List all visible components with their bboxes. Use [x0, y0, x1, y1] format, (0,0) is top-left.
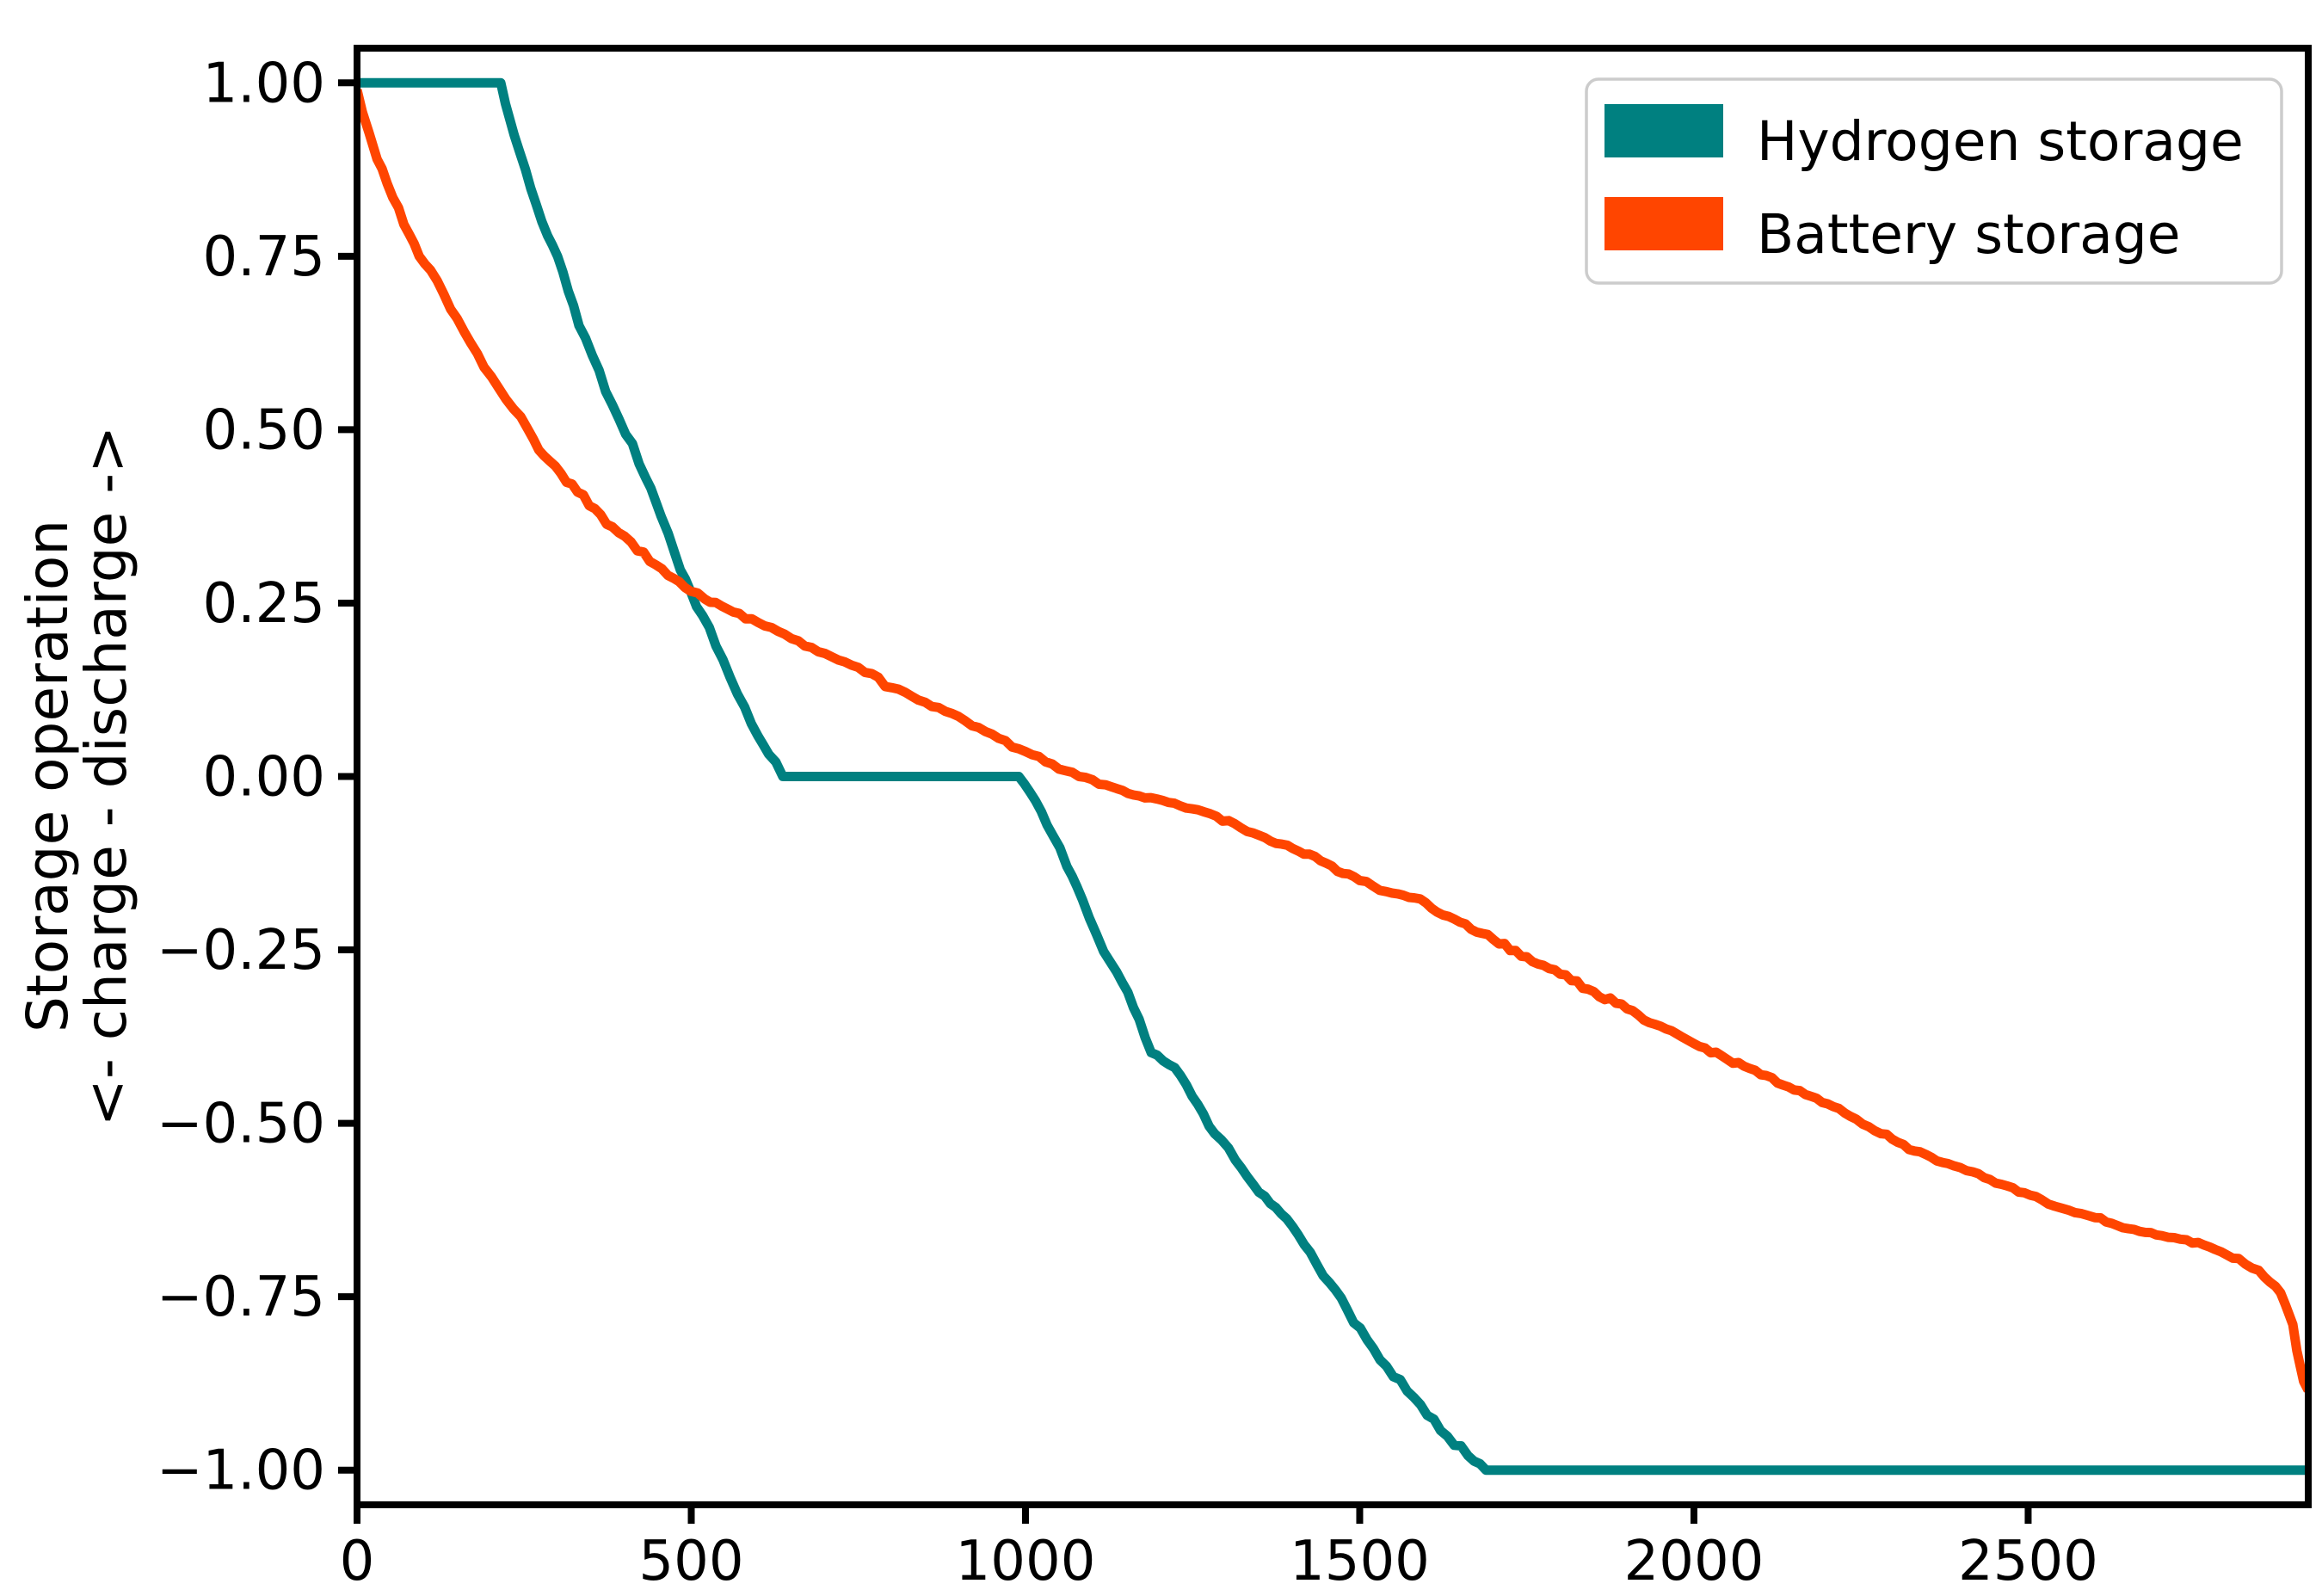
y-axis-label-line1: Storage operation [15, 520, 81, 1032]
legend-swatch-battery [1604, 197, 1723, 250]
x-tick-label: 2000 [1624, 1530, 1765, 1593]
legend-label-battery: Battery storage [1757, 203, 2181, 266]
y-tick-label: 1.00 [203, 52, 326, 115]
x-tick-label: 2500 [1958, 1530, 2098, 1593]
hydrogen-storage-line [357, 77, 2308, 1476]
y-tick-label: −0.75 [157, 1266, 325, 1329]
x-tick-label: 1500 [1290, 1530, 1430, 1593]
y-tick-label: −0.25 [157, 919, 325, 983]
legend: Hydrogen storage Battery storage [1585, 77, 2283, 285]
y-tick-label: −1.00 [157, 1439, 325, 1503]
y-tick-label: 0.75 [203, 225, 326, 289]
legend-label-hydrogen: Hydrogen storage [1757, 110, 2244, 173]
y-tick-label: 0.25 [203, 572, 326, 636]
legend-swatch-hydrogen [1604, 104, 1723, 157]
x-tick-label: 1000 [956, 1530, 1096, 1593]
legend-item-hydrogen: Hydrogen storage [1604, 104, 2244, 173]
axis-ticks-group: 0 500 1000 1500 2000 2500 1.00 0.75 0.50 0.25 0.00… [157, 52, 2098, 1593]
plot-series-group [357, 77, 2308, 1476]
battery-storage-line [357, 89, 2308, 1393]
legend-box [1585, 77, 2283, 285]
x-tick-label: 500 [638, 1530, 743, 1593]
legend-item-battery: Battery storage [1604, 197, 2181, 266]
y-tick-label: −0.50 [157, 1093, 325, 1156]
y-tick-label: 0.00 [203, 746, 326, 810]
y-axis-label-line2: <- charge - discharge -> [73, 426, 139, 1127]
x-tick-label: 0 [340, 1530, 375, 1593]
y-tick-label: 0.50 [203, 398, 326, 462]
